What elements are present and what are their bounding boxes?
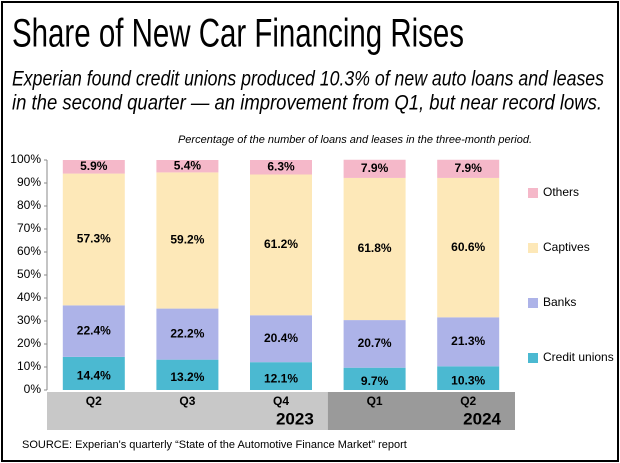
legend-label: Others [543, 185, 579, 199]
value-label: 61.2% [264, 237, 298, 251]
value-label: 5.4% [174, 158, 202, 172]
x-tick-label: Q2 [460, 394, 476, 408]
y-tick-label: 50% [17, 267, 41, 281]
y-tick-label: 90% [17, 175, 41, 189]
legend-label: Captives [543, 240, 590, 254]
y-tick-label: 60% [17, 244, 41, 258]
legend-swatch [528, 243, 538, 253]
note: Percentage of the number of loans and le… [178, 134, 532, 146]
bar-segment [156, 359, 219, 390]
value-label: 12.1% [264, 371, 298, 385]
x-tick-label: Q3 [179, 394, 195, 408]
value-label: 5.9% [80, 159, 108, 173]
y-tick-label: 40% [17, 290, 41, 304]
bar-segment [250, 315, 312, 363]
category-band [327, 392, 515, 430]
value-label: 60.6% [451, 240, 485, 254]
bar-segment [250, 174, 312, 316]
category-band [47, 392, 328, 430]
bar-segment [250, 160, 312, 175]
value-label: 7.9% [455, 161, 483, 175]
bar-segment [156, 172, 219, 309]
x-tick-label: Q1 [367, 394, 383, 408]
bar-segment [437, 366, 500, 390]
bar-segment [343, 320, 406, 368]
value-label: 20.4% [264, 331, 298, 345]
y-tick-label: 10% [17, 359, 41, 373]
y-tick-label: 30% [17, 313, 41, 327]
bar-segment [437, 159, 500, 178]
x-tick-label: Q2 [86, 394, 102, 408]
legend-swatch [528, 298, 538, 308]
subtitle: in the second quarter — an improvement f… [12, 92, 602, 115]
bar-segment [62, 305, 125, 357]
bar-segment [156, 160, 219, 173]
group-label: 2023 [276, 409, 314, 428]
bar-segment [62, 160, 125, 174]
subtitle: Experian found credit unions produced 10… [12, 68, 604, 91]
source: SOURCE: Experian's quarterly “State of t… [22, 439, 407, 451]
bar-segment [343, 159, 406, 178]
legend-label: Credit unions [543, 350, 614, 364]
value-label: 9.7% [361, 374, 389, 388]
y-tick-label: 20% [17, 336, 41, 350]
value-label: 14.4% [77, 369, 111, 383]
value-label: 21.3% [451, 334, 485, 348]
value-label: 13.2% [170, 370, 204, 384]
y-tick-label: 80% [17, 198, 41, 212]
chart-title: Share of New Car Financing Rises [12, 12, 464, 56]
group-label: 2024 [463, 409, 501, 428]
bar-segment [62, 173, 125, 306]
bar-segment [156, 308, 219, 360]
value-label: 59.2% [170, 233, 204, 247]
y-tick-label: 100% [10, 152, 41, 166]
value-label: 61.8% [358, 241, 392, 255]
bar-segment [437, 317, 500, 367]
value-label: 22.4% [77, 323, 111, 337]
x-tick-label: Q4 [273, 394, 289, 408]
value-label: 10.3% [451, 373, 485, 387]
bar-segment [343, 367, 406, 390]
legend-swatch [528, 188, 538, 198]
bar-segment [250, 362, 312, 390]
value-label: 57.3% [77, 232, 111, 246]
legend-label: Banks [543, 295, 576, 309]
y-tick-label: 0% [24, 382, 42, 396]
bar-segment [62, 356, 125, 390]
legend-swatch [528, 353, 538, 363]
bar-segment [437, 177, 500, 318]
y-tick-label: 70% [17, 221, 41, 235]
bar-segment [343, 177, 406, 321]
value-label: 7.9% [361, 161, 389, 175]
value-label: 20.7% [358, 336, 392, 350]
value-label: 22.2% [170, 326, 204, 340]
value-label: 6.3% [267, 159, 295, 173]
